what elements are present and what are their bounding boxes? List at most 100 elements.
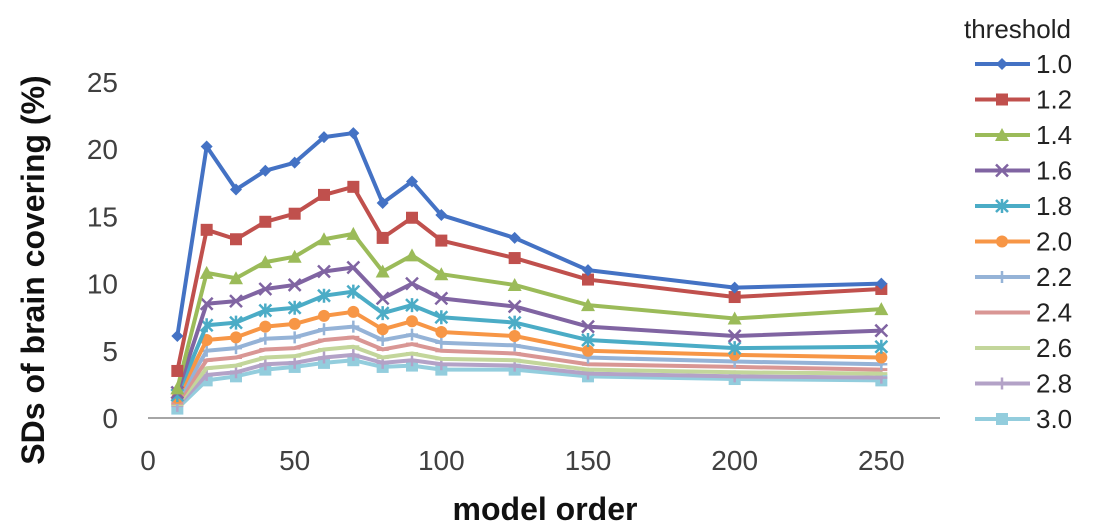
legend-item: 2.6 bbox=[975, 333, 1072, 363]
data-point bbox=[259, 332, 272, 345]
data-point bbox=[258, 255, 273, 269]
data-point bbox=[406, 342, 418, 346]
legend-item: 2.2 bbox=[975, 262, 1072, 292]
data-point bbox=[507, 299, 522, 314]
legend-label: 2.8 bbox=[1036, 369, 1072, 399]
data-point bbox=[229, 294, 243, 308]
legend-swatch-marker bbox=[996, 413, 1008, 425]
x-tick-label: 100 bbox=[418, 445, 465, 476]
data-point bbox=[230, 331, 242, 344]
data-point bbox=[317, 232, 331, 246]
series-1.8 bbox=[170, 284, 889, 403]
data-point bbox=[318, 338, 330, 342]
data-point bbox=[347, 320, 360, 333]
legend-swatch-marker bbox=[995, 199, 1009, 213]
data-point bbox=[258, 282, 273, 296]
data-point bbox=[347, 180, 360, 193]
data-point bbox=[170, 381, 185, 395]
legend-item: 1.4 bbox=[975, 120, 1072, 150]
data-point bbox=[230, 183, 242, 196]
series-line bbox=[175, 324, 884, 403]
data-point bbox=[727, 329, 742, 343]
x-axis-title: model order bbox=[453, 491, 638, 527]
data-point bbox=[229, 315, 243, 330]
data-point bbox=[346, 260, 361, 275]
data-point bbox=[259, 347, 272, 351]
data-point bbox=[318, 351, 330, 364]
data-point bbox=[375, 291, 390, 306]
data-point bbox=[259, 215, 272, 228]
y-tick-label: 10 bbox=[87, 269, 118, 300]
data-point bbox=[318, 188, 330, 201]
legend-swatch-marker bbox=[996, 271, 1008, 283]
data-point bbox=[288, 207, 301, 220]
data-point bbox=[728, 370, 741, 374]
data-point bbox=[581, 319, 595, 334]
x-tick-label: 200 bbox=[711, 445, 758, 476]
data-point bbox=[874, 339, 889, 354]
series-line bbox=[175, 231, 884, 391]
data-point bbox=[346, 284, 361, 299]
y-tick-label: 25 bbox=[87, 67, 118, 98]
data-point bbox=[582, 264, 594, 277]
y-tick-labels: 0 5 10 15 20 25 bbox=[87, 67, 118, 434]
data-point bbox=[376, 334, 389, 347]
data-point bbox=[317, 264, 331, 279]
legend-swatch-marker bbox=[996, 93, 1008, 106]
x-tick-label: 50 bbox=[279, 445, 310, 476]
data-point bbox=[434, 267, 449, 281]
data-point bbox=[259, 320, 272, 333]
legend-label: 3.0 bbox=[1036, 404, 1072, 434]
legend-label: 1.2 bbox=[1036, 85, 1072, 115]
legend-label: 2.6 bbox=[1036, 333, 1072, 363]
series-1.2 bbox=[171, 180, 888, 377]
legend-label: 2.0 bbox=[1036, 227, 1072, 257]
data-point bbox=[287, 300, 302, 315]
legend-label: 1.0 bbox=[1036, 49, 1072, 79]
data-point bbox=[288, 354, 301, 358]
data-point bbox=[318, 309, 330, 322]
data-point bbox=[229, 271, 243, 285]
data-point bbox=[347, 335, 360, 339]
data-point bbox=[435, 336, 448, 349]
data-point bbox=[728, 281, 741, 294]
data-point bbox=[435, 357, 448, 361]
series-1.0 bbox=[171, 127, 888, 343]
data-point bbox=[435, 209, 448, 222]
data-point bbox=[875, 372, 888, 376]
legend-swatch-marker bbox=[996, 58, 1008, 70]
data-point bbox=[435, 234, 448, 247]
legend-item: 2.4 bbox=[975, 298, 1072, 328]
data-point bbox=[376, 323, 389, 336]
data-point bbox=[405, 276, 419, 291]
data-point bbox=[405, 298, 419, 313]
data-point bbox=[230, 364, 242, 368]
data-point bbox=[406, 354, 418, 367]
data-point bbox=[874, 302, 889, 316]
y-tick-label: 20 bbox=[87, 134, 118, 165]
legend-items: 1.0 1.2 1.4 1.6 1.8 2.0 2.2 2.4 2.6 2.8 3.0 bbox=[975, 49, 1072, 434]
data-point bbox=[318, 323, 330, 336]
legend-item: 1.2 bbox=[975, 85, 1072, 115]
series-1.4 bbox=[170, 226, 889, 395]
series-line bbox=[175, 289, 884, 398]
data-point bbox=[874, 323, 889, 338]
data-point bbox=[288, 331, 301, 344]
data-point bbox=[200, 140, 213, 153]
legend-item: 1.6 bbox=[975, 156, 1072, 186]
series-line bbox=[175, 352, 884, 408]
data-point bbox=[199, 296, 214, 311]
data-point bbox=[434, 310, 449, 325]
data-point bbox=[171, 364, 184, 377]
data-point bbox=[347, 305, 360, 318]
data-point bbox=[507, 277, 522, 291]
data-point bbox=[318, 347, 330, 351]
legend-item: 2.8 bbox=[975, 369, 1072, 399]
data-point bbox=[171, 330, 184, 343]
data-point bbox=[259, 358, 272, 371]
data-point bbox=[288, 156, 301, 169]
data-point bbox=[259, 164, 272, 177]
data-point bbox=[347, 127, 360, 140]
data-point bbox=[508, 351, 521, 355]
